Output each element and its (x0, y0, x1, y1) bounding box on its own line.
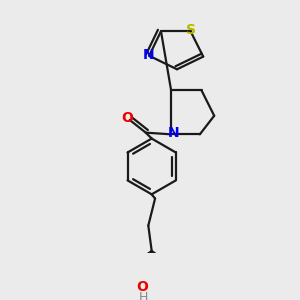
Text: O: O (121, 111, 133, 125)
Text: N: N (142, 48, 154, 62)
Text: O: O (136, 280, 148, 294)
Text: N: N (168, 126, 179, 140)
Text: H: H (139, 291, 148, 300)
Text: S: S (186, 23, 196, 38)
